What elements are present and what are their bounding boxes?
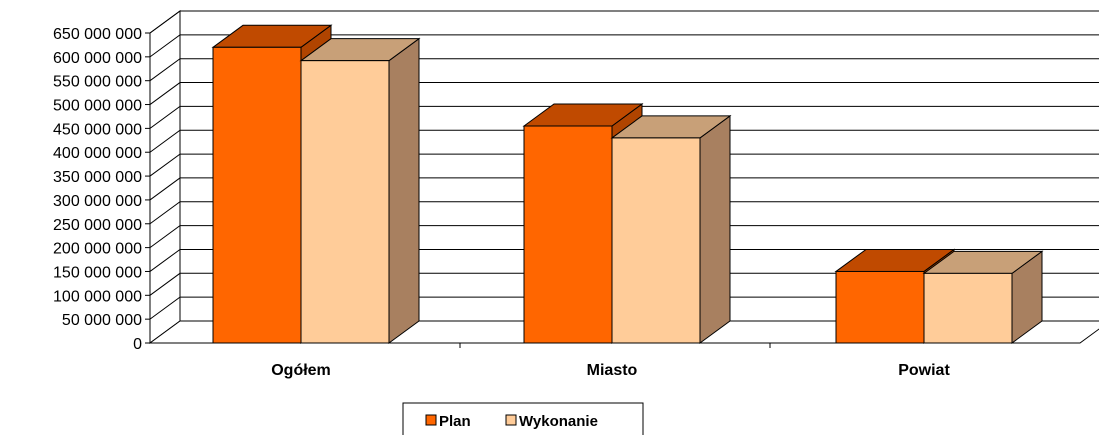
bar-side [388,37,420,344]
y-tick-label: 300 000 000 [53,193,142,210]
bar-wykonanie-2 [922,250,1044,344]
gridline [149,153,1099,177]
gridline [149,58,1099,82]
gridline [149,248,1099,272]
x-tick-label: Miasto [587,362,638,379]
bar-side [699,114,731,344]
gridline [149,34,1099,58]
gridline [149,296,1099,320]
bar-front [835,270,925,344]
y-tick-label: 200 000 000 [53,241,142,258]
left-wall [149,10,181,344]
gridline [149,177,1099,201]
y-tick-label: 100 000 000 [53,288,142,305]
y-tick-label: 400 000 000 [53,145,142,162]
y-tick-label: 350 000 000 [53,169,142,186]
gridline [149,225,1099,249]
chart-bars [211,24,1044,344]
y-tick-label: 600 000 000 [53,50,142,67]
y-tick-label: 500 000 000 [53,98,142,115]
gridline [149,105,1099,129]
chart-legend: Plan Wykonanie [402,402,644,435]
y-tick-label: 650 000 000 [53,26,142,43]
x-tick-label: Ogółem [271,362,331,379]
legend-label: Wykonanie [519,413,598,430]
bar-front [300,60,390,344]
x-axis-labels: Ogółem Miasto Powiat [271,362,950,379]
y-tick-label: 0 [133,336,142,353]
chart-gridlines [149,10,1099,320]
bar-front [523,125,613,344]
legend-swatch [505,414,517,426]
y-tick-label: 450 000 000 [53,121,142,138]
gridline [149,129,1099,153]
y-axis-ticks: 0 50 000 000 100 000 000 150 000 000 200 000… [53,26,771,353]
bar-wykonanie-0 [299,37,421,344]
legend-swatch [425,414,437,426]
bar-wykonanie-1 [610,114,732,344]
y-tick-label: 550 000 000 [53,74,142,91]
legend-label: Plan [439,413,471,430]
legend-box [402,402,644,435]
bar-front [212,46,302,344]
gridline [149,272,1099,296]
bar-front [611,137,701,344]
y-tick-label: 50 000 000 [62,312,142,329]
x-tick-label: Powiat [898,362,950,379]
y-tick-label: 250 000 000 [53,217,142,234]
gridline [149,82,1099,105]
y-tick-label: 150 000 000 [53,264,142,281]
bar-front [923,272,1013,344]
gridline [149,10,1099,34]
gridline [149,201,1099,225]
